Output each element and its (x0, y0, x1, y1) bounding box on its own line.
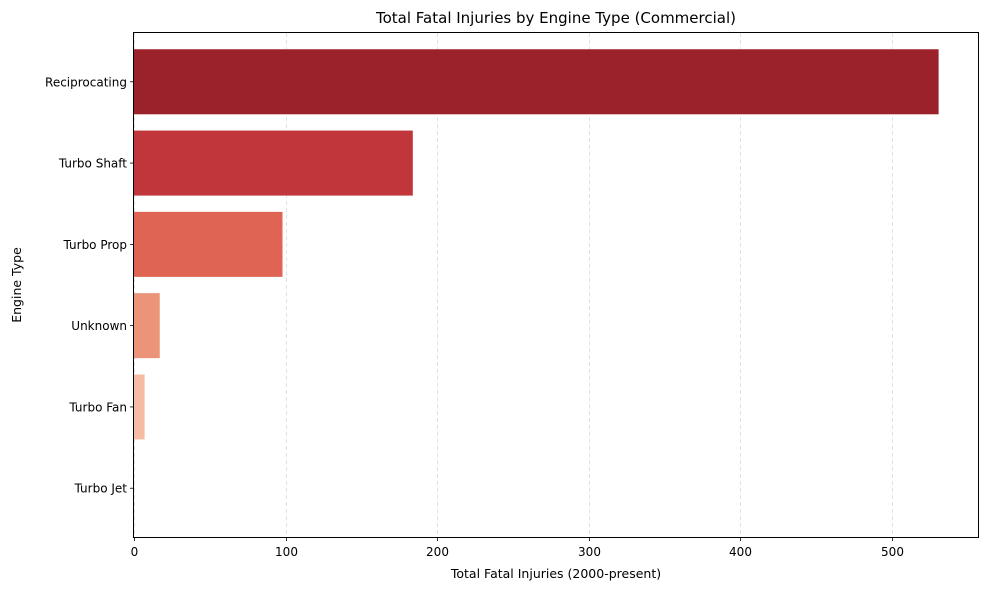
x-axis-label: Total Fatal Injuries (2000-present) (450, 566, 661, 581)
y-axis-label: Engine Type (9, 247, 24, 323)
bar-turbo-fan (134, 374, 145, 440)
x-tick-label: 200 (426, 545, 449, 559)
grid-lines (134, 33, 893, 537)
bars (134, 49, 939, 440)
bar-turbo-prop (134, 211, 283, 277)
bar-reciprocating (134, 49, 939, 115)
x-tick-label: 500 (881, 545, 904, 559)
chart-title: Total Fatal Injuries by Engine Type (Com… (375, 9, 736, 27)
x-tick-label: 0 (131, 545, 139, 559)
x-tick-label: 300 (578, 545, 601, 559)
bar-unknown (134, 293, 160, 359)
y-tick-label: Turbo Fan (68, 400, 127, 414)
x-tick-label: 100 (275, 545, 298, 559)
x-tick-label: 400 (729, 545, 752, 559)
y-tick-label: Turbo Prop (63, 238, 127, 252)
x-axis-ticks: 0 100 200 300 400 500 (131, 537, 904, 559)
y-tick-label: Turbo Shaft (58, 157, 127, 171)
plot-frame (133, 32, 979, 538)
y-tick-label: Unknown (71, 319, 127, 333)
y-tick-label: Reciprocating (45, 75, 127, 89)
y-tick-label: Turbo Jet (74, 482, 128, 496)
y-axis-ticks: Reciprocating Turbo Shaft Turbo Prop Unknow… (45, 75, 134, 496)
bar-turbo-shaft (134, 130, 413, 196)
